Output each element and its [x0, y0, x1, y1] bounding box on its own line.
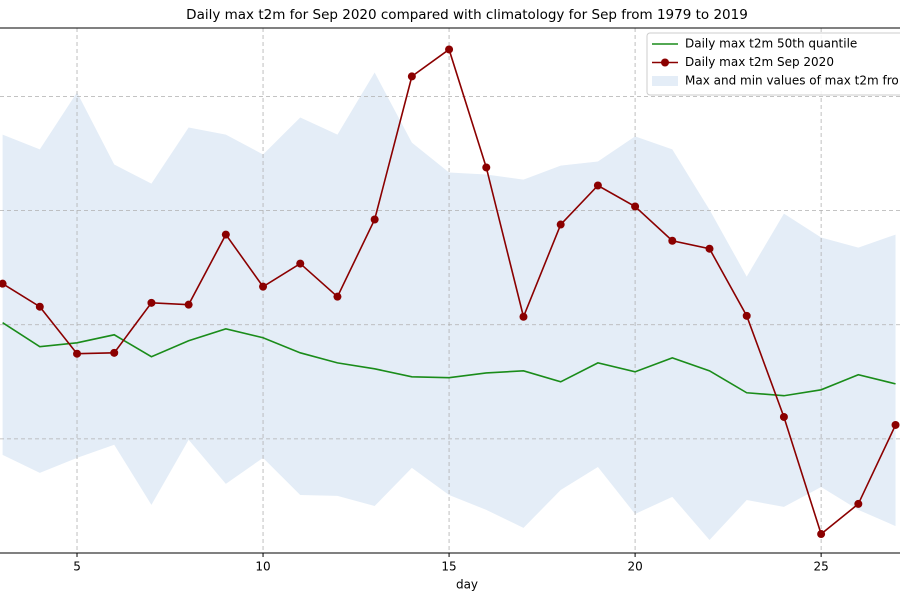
x-tick-label: 5: [73, 560, 81, 574]
point: [147, 298, 156, 307]
legend-label: Daily max t2m 50th quantile: [685, 37, 857, 51]
point: [593, 181, 602, 190]
legend-swatch: [652, 76, 678, 86]
point: [407, 72, 416, 81]
x-axis-label: day: [456, 578, 478, 592]
band-area: [2, 72, 896, 540]
point: [519, 312, 528, 321]
point: [631, 202, 640, 211]
legend-label: Daily max t2m Sep 2020: [685, 55, 834, 69]
point: [556, 220, 565, 229]
legend-marker: [661, 58, 669, 67]
point: [370, 215, 379, 224]
point: [779, 412, 788, 421]
legend-box: [646, 32, 900, 96]
point: [184, 300, 193, 309]
series-line: [2, 322, 896, 397]
point: [742, 311, 751, 320]
x-tick-label: 20: [627, 560, 642, 574]
point: [296, 259, 305, 268]
point: [482, 163, 491, 172]
point: [817, 530, 826, 539]
point: [668, 236, 677, 245]
chart-title: Daily max t2m for Sep 2020 compared with…: [186, 7, 748, 23]
point: [0, 279, 7, 288]
legend-label: Max and min values of max t2m fro: [685, 74, 899, 88]
point: [35, 302, 44, 311]
point: [333, 292, 342, 301]
point: [891, 420, 900, 429]
point: [445, 45, 454, 54]
point: [854, 499, 863, 508]
point: [705, 244, 714, 253]
point: [221, 230, 230, 239]
point: [110, 348, 119, 357]
x-tick-label: 10: [255, 560, 270, 574]
point: [259, 282, 268, 291]
x-tick-label: 15: [441, 560, 456, 574]
legend: Daily max t2m 50th quantile Daily max t2m…: [646, 32, 900, 96]
point: [73, 349, 82, 358]
x-tick-label: 25: [813, 560, 828, 574]
